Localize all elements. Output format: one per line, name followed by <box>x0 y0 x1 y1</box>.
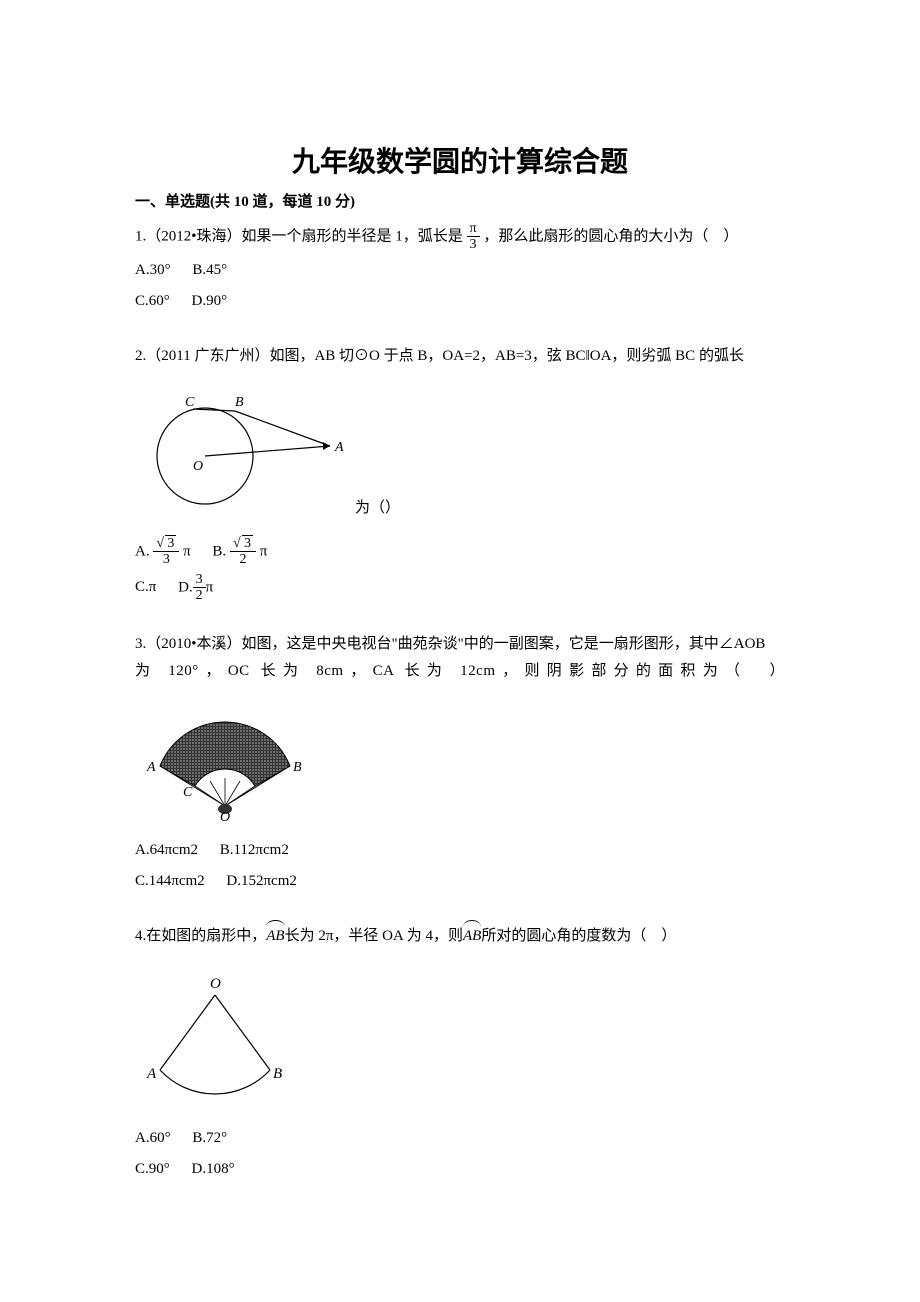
q2-figure: C B O A <box>135 376 355 526</box>
q3-label-o: O <box>220 810 230 821</box>
question-4: 4.在如图的扇形中，AB长为 2π，半径 OA 为 4，则AB所对的圆心角的度数… <box>135 923 785 1183</box>
q2-svg: C B O A <box>135 376 355 516</box>
q1-prefix: 1.（2012•珠海）如果一个扇形的半径是 1，弧长是 <box>135 228 463 244</box>
q2-tail: 为（） <box>355 495 400 522</box>
q2-opt-a: A. 3 3 π <box>135 536 191 568</box>
q4-opt-d: D.108° <box>192 1156 235 1183</box>
q4-opt-c: C.90° <box>135 1156 170 1183</box>
q4-figure: O A B <box>135 970 785 1110</box>
q3-line1: 3.（2010•本溪）如图，这是中央电视台"曲苑杂谈"中的一副图案，它是一扇形图… <box>135 631 785 658</box>
q2-label-a: A <box>334 440 344 455</box>
q2-opt-c: C.π <box>135 574 156 601</box>
q3-label-c: C <box>183 785 193 800</box>
q1-frac-den: 3 <box>467 237 480 252</box>
q3-line2: 为 120°，OC 长为 8cm，CA 长为 12cm，则阴影部分的面积为（ ） <box>135 658 785 685</box>
q4-label-b: B <box>273 1066 282 1082</box>
q2-label-b: B <box>235 395 244 410</box>
q1-frac-num: π <box>467 221 480 237</box>
q4-opt-b: B.72° <box>192 1125 227 1152</box>
question-3: 3.（2010•本溪）如图，这是中央电视台"曲苑杂谈"中的一副图案，它是一扇形图… <box>135 631 785 895</box>
q1-opt-d: D.90° <box>192 288 228 315</box>
q3-opt-c: C.144πcm2 <box>135 868 205 895</box>
q3-figure: A B C O <box>135 691 785 831</box>
q4-label-a: A <box>146 1066 157 1082</box>
q4-prefix: 4.在如图的扇形中， <box>135 928 266 944</box>
q3-label-a: A <box>146 760 156 775</box>
q4-label-o: O <box>210 976 221 992</box>
q2-text: 2.（2011 广东广州）如图，AB 切⊙O 于点 B，OA=2，AB=3，弦 … <box>135 343 785 370</box>
section-header: 一、单选题(共 10 道，每道 10 分) <box>135 190 785 211</box>
q1-opt-b: B.45° <box>192 257 227 284</box>
q2-opt-b: B. 3 2 π <box>212 536 267 568</box>
q4-arc2: AB <box>463 923 481 950</box>
q4-svg: O A B <box>135 970 295 1100</box>
q3-svg: A B C O <box>135 691 315 821</box>
q3-opt-d: D.152πcm2 <box>226 868 296 895</box>
q3-opt-b: B.112πcm2 <box>220 837 289 864</box>
q3-opt-a: A.64πcm2 <box>135 837 198 864</box>
q2-label-o: O <box>193 459 203 474</box>
q4-suffix: 所对的圆心角的度数为（ ） <box>481 928 676 944</box>
page-title: 九年级数学圆的计算综合题 <box>135 140 785 180</box>
q1-opt-a: A.30° <box>135 257 171 284</box>
q1-opt-c: C.60° <box>135 288 170 315</box>
q2-opt-d: D. 3 2 π <box>178 572 213 604</box>
q4-opt-a: A.60° <box>135 1125 171 1152</box>
question-2: 2.（2011 广东广州）如图，AB 切⊙O 于点 B，OA=2，AB=3，弦 … <box>135 343 785 604</box>
q1-suffix: ，那么此扇形的圆心角的大小为（ ） <box>483 228 738 244</box>
q2-label-c: C <box>185 395 195 410</box>
q1-fraction: π 3 <box>467 221 480 253</box>
question-1: 1.（2012•珠海）如果一个扇形的半径是 1，弧长是 π 3 ，那么此扇形的圆… <box>135 221 785 315</box>
q4-mid: 长为 2π，半径 OA 为 4，则 <box>285 928 463 944</box>
q4-arc1: AB <box>266 923 284 950</box>
q3-label-b: B <box>293 760 302 775</box>
